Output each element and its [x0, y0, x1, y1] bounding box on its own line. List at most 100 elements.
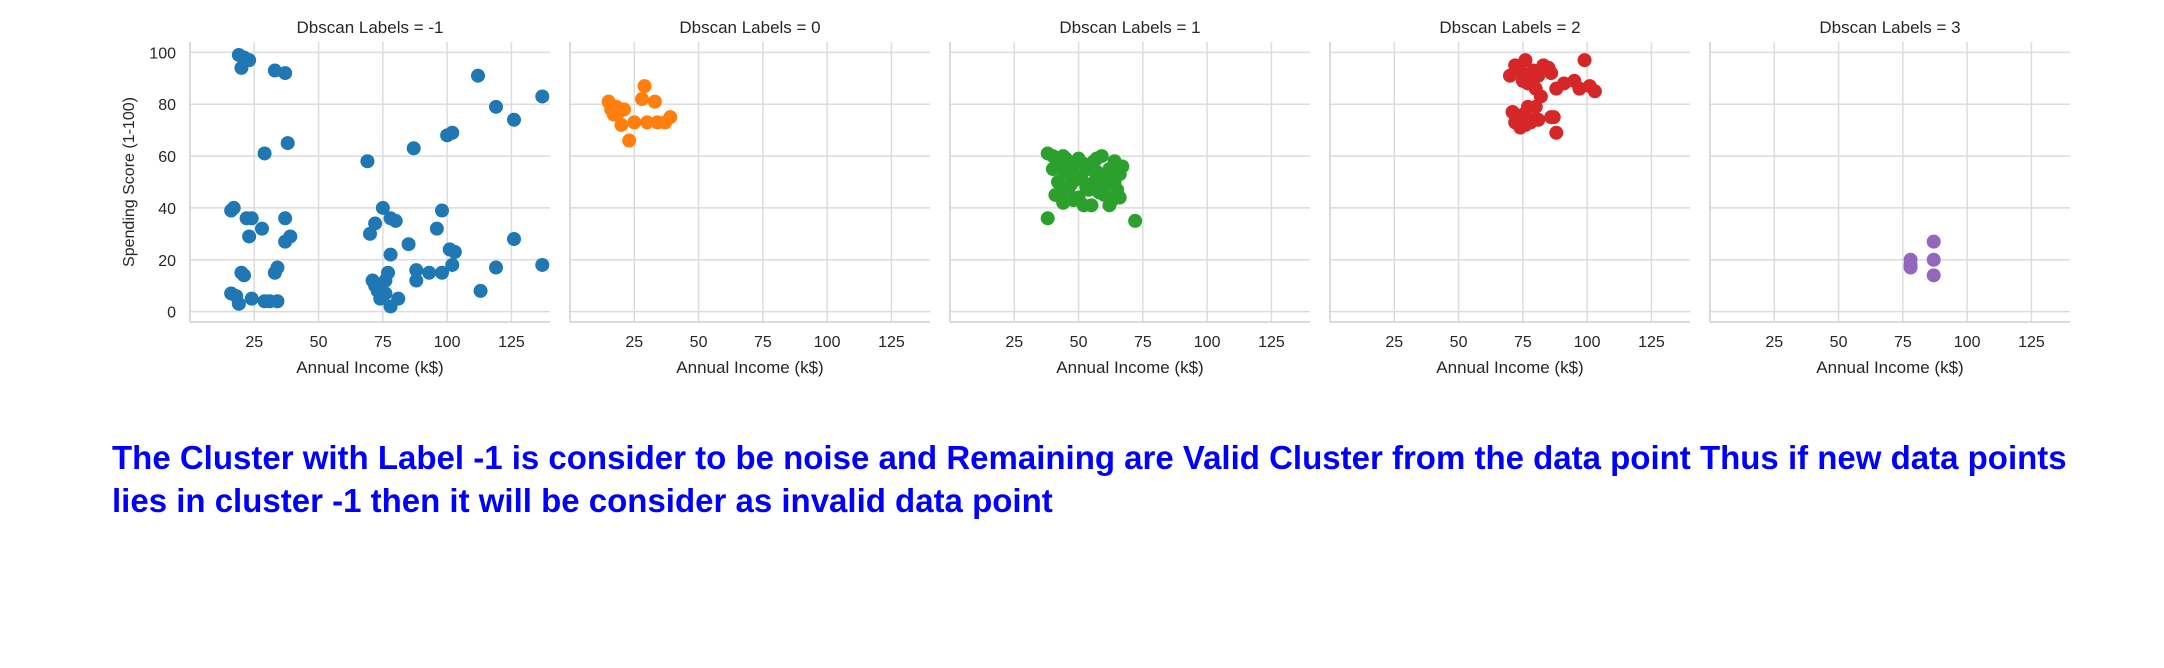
y-tick-label: 100: [149, 45, 176, 62]
data-point: [1533, 89, 1548, 104]
data-point: [435, 265, 449, 280]
data-point: [278, 234, 293, 249]
data-point: [445, 257, 460, 272]
panel-title: Dbscan Labels = 1: [1059, 18, 1200, 37]
data-point: [489, 260, 503, 275]
data-point: [1061, 182, 1076, 197]
data-point: [360, 154, 375, 169]
data-point: [231, 296, 246, 311]
x-tick-label: 50: [310, 334, 328, 351]
x-tick-label: 50: [690, 334, 708, 351]
x-tick-label: 25: [245, 334, 263, 351]
x-tick-label: 125: [878, 334, 905, 351]
data-point: [1040, 211, 1055, 226]
data-point: [409, 273, 424, 288]
data-point: [647, 94, 662, 109]
data-point: [507, 232, 521, 247]
data-point: [617, 102, 631, 117]
data-point: [471, 68, 485, 83]
x-tick-label: 25: [1005, 334, 1023, 351]
data-point: [1058, 151, 1073, 166]
data-point: [257, 146, 272, 161]
x-tick-label: 125: [498, 334, 525, 351]
x-tick-label: 100: [814, 334, 841, 351]
y-tick-label: 20: [158, 253, 176, 270]
noise-explanation-text: The Cluster with Label -1 is consider to…: [112, 439, 2067, 519]
x-tick-label: 100: [434, 334, 461, 351]
x-tick-label: 75: [754, 334, 772, 351]
x-tick-label: 50: [1830, 334, 1848, 351]
data-point: [435, 203, 449, 218]
data-point: [445, 125, 460, 140]
data-point: [1128, 213, 1143, 228]
data-point: [1107, 175, 1122, 189]
x-tick-label: 50: [1070, 334, 1088, 351]
data-point: [614, 117, 629, 132]
y-tick-label: 80: [158, 97, 176, 114]
data-point: [507, 112, 521, 127]
x-tick-label: 100: [1574, 334, 1601, 351]
data-point: [280, 136, 295, 151]
data-point: [375, 200, 390, 215]
data-point: [422, 265, 437, 280]
data-point: [1926, 234, 1941, 249]
data-point: [1518, 53, 1533, 68]
data-point: [1531, 68, 1546, 83]
data-point: [1549, 125, 1564, 140]
x-axis-label: Annual Income (k$): [1056, 358, 1203, 377]
data-point: [1115, 159, 1130, 174]
data-point: [473, 283, 488, 298]
x-tick-label: 125: [1258, 334, 1285, 351]
data-point: [242, 53, 257, 68]
data-point: [635, 92, 649, 107]
x-axis-label: Annual Income (k$): [1816, 358, 1963, 377]
panel-title: Dbscan Labels = -1: [297, 18, 444, 37]
data-point: [378, 286, 393, 301]
data-point: [1587, 84, 1602, 99]
data-point: [1903, 257, 1918, 272]
data-point: [622, 133, 637, 148]
x-tick-label: 75: [1514, 334, 1532, 351]
facet-scatter-chart: 25 50 75 100 125 0 20 40 60 80 100 Spending Score (…: [121, 18, 2070, 377]
y-axis-label: Spending Score (1-100): [121, 97, 138, 267]
x-tick-label: 50: [1450, 334, 1468, 351]
data-point: [244, 211, 259, 226]
data-point: [1092, 167, 1107, 182]
data-point: [640, 115, 655, 130]
x-tick-label: 25: [625, 334, 643, 351]
data-point: [1048, 187, 1063, 202]
x-tick-label: 100: [1954, 334, 1981, 351]
x-axis-label: Annual Income (k$): [296, 358, 443, 377]
data-point: [1531, 112, 1546, 127]
x-tick-label: 25: [1765, 334, 1783, 351]
data-point: [637, 79, 652, 94]
x-tick-label: 75: [374, 334, 392, 351]
data-point: [278, 211, 293, 226]
data-point: [1102, 198, 1117, 213]
data-point: [255, 221, 269, 236]
x-tick-label: 75: [1134, 334, 1152, 351]
data-point: [1087, 154, 1101, 169]
data-point: [242, 229, 257, 244]
data-point: [267, 265, 282, 280]
data-point: [409, 263, 424, 278]
data-point: [489, 99, 503, 114]
data-point: [1071, 151, 1086, 166]
x-tick-label: 125: [1638, 334, 1665, 351]
data-point: [663, 110, 678, 125]
y-tick-label: 0: [167, 305, 176, 322]
data-point: [401, 237, 416, 252]
panel-title: Dbscan Labels = 3: [1819, 18, 1960, 37]
data-point: [226, 200, 241, 215]
data-point: [383, 247, 398, 262]
panel-title: Dbscan Labels = 0: [679, 18, 820, 37]
data-point: [1528, 99, 1543, 114]
data-point: [627, 115, 642, 130]
data-point: [406, 141, 421, 156]
x-tick-label: 100: [1194, 334, 1221, 351]
data-point: [1577, 53, 1592, 68]
data-point: [1546, 110, 1561, 125]
data-point: [368, 216, 383, 231]
data-point: [1926, 268, 1941, 283]
panel-title: Dbscan Labels = 2: [1439, 18, 1580, 37]
